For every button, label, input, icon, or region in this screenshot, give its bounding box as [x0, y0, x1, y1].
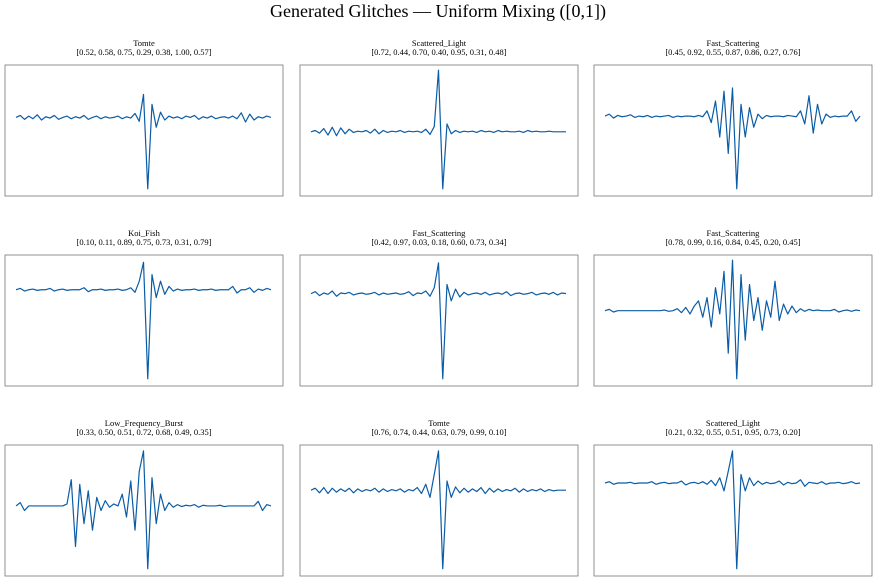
panel-subtitle: [0.72, 0.44, 0.70, 0.40, 0.95, 0.31, 0.4…	[371, 47, 506, 57]
waveform	[310, 262, 567, 380]
panel-frame	[4, 444, 284, 577]
waveform	[604, 87, 861, 190]
waveform	[15, 261, 272, 380]
panel-subtitle: [0.21, 0.32, 0.55, 0.51, 0.95, 0.73, 0.2…	[665, 427, 800, 437]
panel-title: Scattered_Light	[706, 418, 761, 428]
panel-title: Fast_Scattering	[707, 38, 761, 48]
waveform	[604, 259, 861, 380]
panel-subtitle: [0.78, 0.99, 0.16, 0.84, 0.45, 0.20, 0.4…	[665, 237, 800, 247]
panel-subtitle: [0.52, 0.58, 0.75, 0.29, 0.38, 1.00, 0.5…	[76, 47, 211, 57]
figure-title: Generated Glitches — Uniform Mixing ([0,…	[270, 1, 606, 22]
panel-subtitle: [0.45, 0.92, 0.55, 0.87, 0.86, 0.27, 0.7…	[665, 47, 800, 57]
panel-frame	[4, 254, 284, 387]
panel-title: Fast_Scattering	[413, 228, 467, 238]
waveform	[15, 93, 272, 190]
panel-title: Koi_Fish	[128, 228, 160, 238]
panel-title: Tomte	[133, 38, 155, 48]
panel-subtitle: [0.10, 0.11, 0.89, 0.75, 0.73, 0.31, 0.7…	[77, 237, 212, 247]
panel-title: Scattered_Light	[412, 38, 467, 48]
waveform	[310, 69, 566, 190]
waveform	[310, 450, 566, 570]
panel-subtitle: [0.76, 0.74, 0.44, 0.63, 0.79, 0.99, 0.1…	[371, 427, 506, 437]
panel-frame	[593, 64, 873, 197]
panel-subtitle: [0.42, 0.97, 0.03, 0.18, 0.60, 0.73, 0.3…	[371, 237, 506, 247]
waveform	[15, 450, 272, 570]
waveform	[604, 450, 861, 570]
panel-title: Fast_Scattering	[707, 228, 761, 238]
panel-frame	[299, 444, 579, 577]
panel-title: Tomte	[428, 418, 450, 428]
panel-frame	[593, 254, 873, 387]
panel-frame	[299, 64, 579, 197]
panel-subtitle: [0.33, 0.50, 0.51, 0.72, 0.68, 0.49, 0.3…	[76, 427, 211, 437]
panel-frame	[593, 444, 873, 577]
panel-title: Low_Frequency_Burst	[105, 418, 184, 428]
panel-frame	[299, 254, 579, 387]
panel-frame	[4, 64, 284, 197]
